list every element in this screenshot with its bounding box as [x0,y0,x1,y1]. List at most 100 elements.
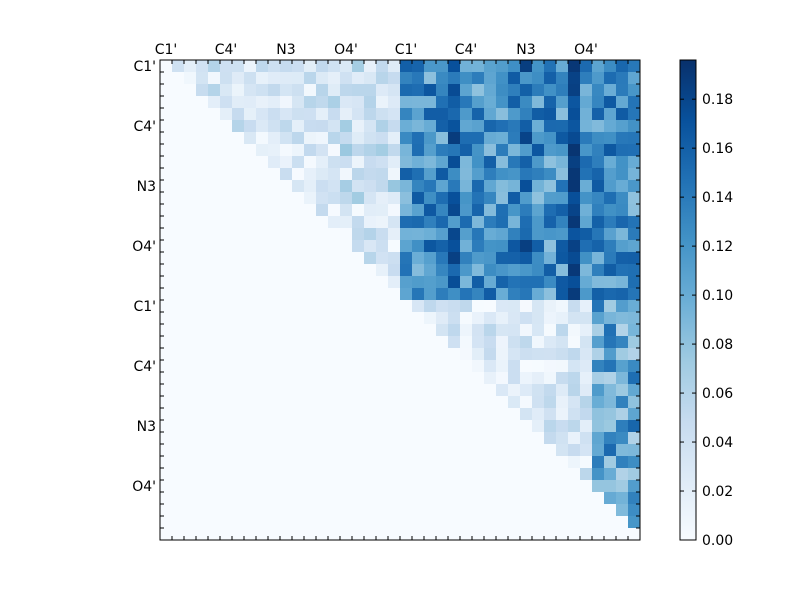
heatmap-cell [196,504,209,517]
heatmap-cell [580,444,593,457]
heatmap-cell [244,228,257,241]
heatmap-cell [196,168,209,181]
heatmap-cell [436,360,449,373]
heatmap-cell [424,264,437,277]
heatmap-cell [412,120,425,133]
heatmap-cell [424,528,437,541]
heatmap-cell [532,108,545,121]
heatmap-cell [328,324,341,337]
heatmap-cell [376,360,389,373]
heatmap-cell [268,312,281,325]
heatmap-cell [256,528,269,541]
heatmap-cell [472,408,485,421]
heatmap-cell [196,312,209,325]
heatmap-cell [172,180,185,193]
heatmap-cell [436,288,449,301]
heatmap-cell [496,396,509,409]
heatmap-cell [556,192,569,205]
x-tick-labels: C1' C4' N3 O4' C1' C4' N3 O4' [155,42,598,58]
heatmap-cell [172,384,185,397]
heatmap-cell [460,528,473,541]
heatmap-cell [172,396,185,409]
heatmap-cell [424,168,437,181]
heatmap-cell [388,240,401,253]
heatmap-cell [352,240,365,253]
heatmap-cell [328,132,341,145]
heatmap-cell [340,240,353,253]
heatmap-cell [292,432,305,445]
heatmap-cell [256,204,269,217]
heatmap-cell [412,372,425,385]
heatmap-cell [424,132,437,145]
heatmap-cell [460,312,473,325]
heatmap-cell [316,432,329,445]
heatmap-cell [556,228,569,241]
heatmap-cell [172,300,185,313]
heatmap-cell [196,132,209,145]
heatmap-cell [628,372,641,385]
heatmap-cell [520,228,533,241]
heatmap-cell [292,420,305,433]
heatmap-cell [436,432,449,445]
heatmap-cell [376,60,389,73]
heatmap-cell [424,216,437,229]
heatmap-cell [220,324,233,337]
heatmap-cell [544,516,557,529]
heatmap-cell [556,480,569,493]
heatmap-cell [520,252,533,265]
heatmap-cell [532,348,545,361]
heatmap-cell [232,204,245,217]
heatmap-cell [172,72,185,85]
heatmap-cell [604,456,617,469]
heatmap-cell [580,156,593,169]
heatmap-cell [400,192,413,205]
heatmap-cell [172,372,185,385]
heatmap-cell [268,180,281,193]
heatmap-cell [208,240,221,253]
heatmap-cell [268,96,281,109]
y-tick-label: C4' [133,119,156,135]
heatmap-cell [160,420,173,433]
heatmap-cell [532,84,545,97]
heatmap-cell [340,120,353,133]
heatmap-cell [544,180,557,193]
colorbar-tick-label: 0.14 [702,190,733,206]
heatmap-cell [508,72,521,85]
heatmap-cell [592,432,605,445]
heatmap-cell [256,108,269,121]
heatmap-cell [340,108,353,121]
heatmap-cell [400,444,413,457]
heatmap-cell [532,336,545,349]
heatmap-cell [232,240,245,253]
heatmap-cell [544,240,557,253]
heatmap-cell [604,84,617,97]
heatmap-cell [472,204,485,217]
heatmap-cell [436,276,449,289]
heatmap-cell [568,456,581,469]
heatmap-cell [580,516,593,529]
heatmap-cell [400,132,413,145]
heatmap-cell [196,348,209,361]
heatmap-cell [472,528,485,541]
heatmap-cell [232,276,245,289]
heatmap-cell [340,72,353,85]
heatmap-cell [184,228,197,241]
heatmap-cell [280,348,293,361]
heatmap-cell [412,288,425,301]
heatmap-cell [280,228,293,241]
heatmap-cell [484,192,497,205]
heatmap-cell [472,516,485,529]
heatmap-cell [448,180,461,193]
heatmap-cell [292,228,305,241]
heatmap-cell [196,144,209,157]
heatmap-cell [220,372,233,385]
heatmap-cell [388,492,401,505]
heatmap-cell [400,408,413,421]
heatmap-cell [280,420,293,433]
heatmap-cell [388,312,401,325]
heatmap-cell [544,288,557,301]
heatmap-cell [208,300,221,313]
heatmap-cell [556,204,569,217]
heatmap-cell [256,300,269,313]
heatmap-cell [292,468,305,481]
